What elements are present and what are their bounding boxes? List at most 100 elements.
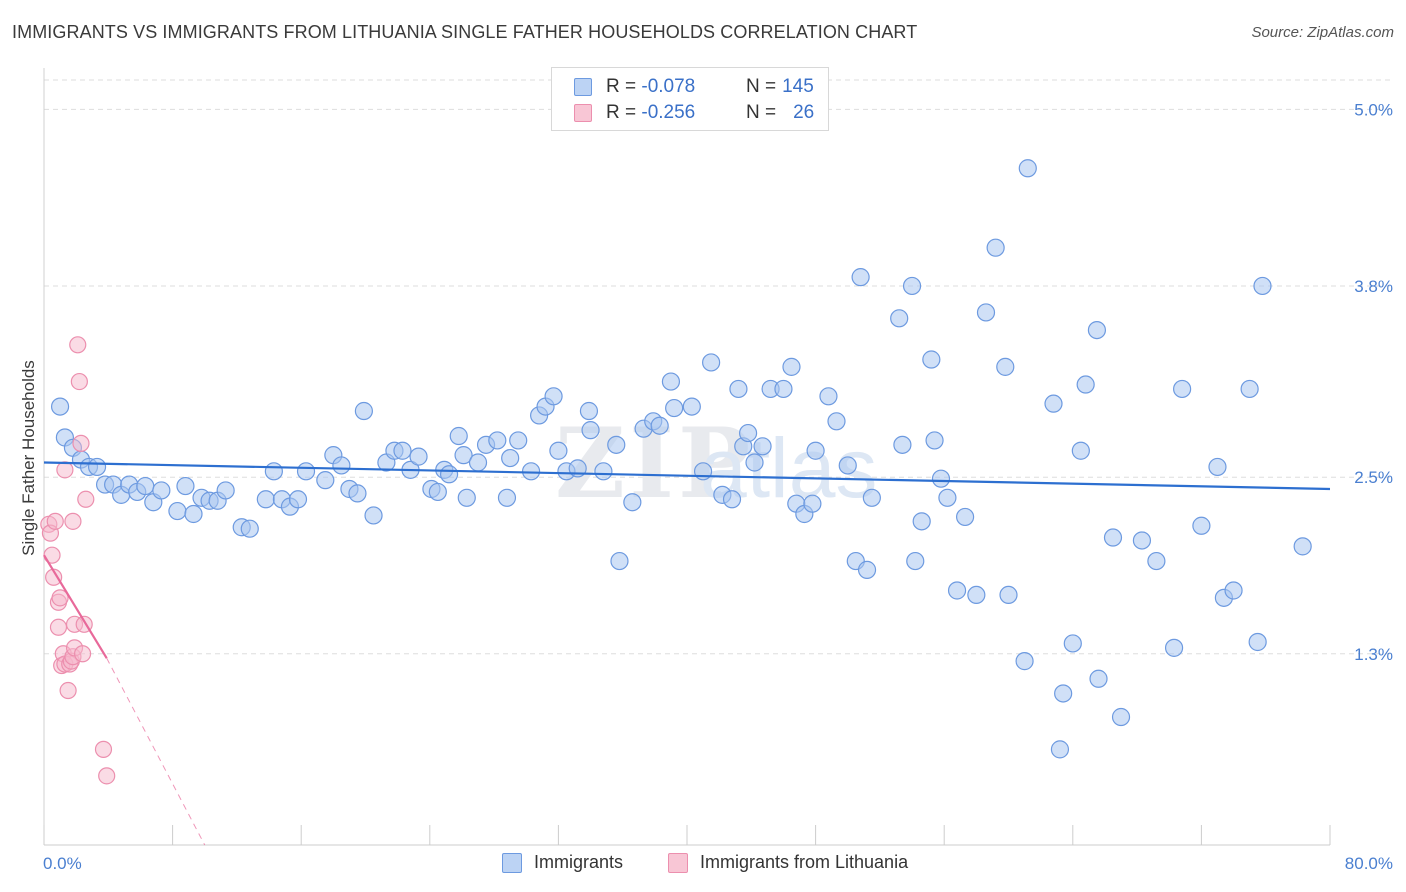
legend-row-lithuania: R = -0.256 N = 26 (574, 101, 814, 125)
legend-n-value: 145 (782, 76, 814, 97)
bottom-legend-label: Immigrants from Lithuania (700, 852, 909, 872)
data-point-immigrants (729, 379, 748, 399)
data-point-immigrants (168, 501, 187, 521)
data-point-immigrants (1248, 632, 1267, 652)
data-point-immigrants (902, 276, 922, 296)
data-point-immigrants (256, 490, 275, 509)
data-point-immigrants (136, 476, 155, 496)
data-point-immigrants (851, 268, 870, 287)
data-point-immigrants (1050, 740, 1070, 759)
y-tick-label: 2.5% (1354, 468, 1393, 487)
legend-swatch-blue (574, 78, 592, 96)
data-point-lithuania (49, 618, 68, 636)
legend-r-value: -0.078 (641, 76, 696, 97)
data-point-immigrants (774, 379, 793, 399)
legend-r-value: -0.256 (641, 102, 696, 123)
bottom-legend-immigrants: Immigrants (502, 852, 623, 873)
data-point-immigrants (393, 441, 412, 460)
data-point-immigrants (782, 357, 801, 376)
series-lithuania (40, 336, 116, 785)
data-point-immigrants (682, 397, 701, 416)
data-point-lithuania (77, 490, 95, 508)
data-point-immigrants (661, 372, 681, 391)
data-point-immigrants (650, 416, 669, 435)
data-point-immigrants (87, 457, 107, 477)
data-point-immigrants (449, 426, 468, 446)
data-point-immigrants (1173, 379, 1192, 399)
data-point-immigrants (925, 431, 944, 450)
y-axis-label: Single Father Households (19, 360, 38, 556)
data-point-immigrants (1015, 652, 1034, 671)
data-point-lithuania (51, 589, 69, 607)
data-point-immigrants (1103, 528, 1123, 547)
data-point-immigrants (986, 238, 1005, 257)
data-point-immigrants (1208, 457, 1227, 477)
data-point-immigrants (454, 446, 473, 465)
data-point-lithuania (64, 512, 82, 530)
data-point-immigrants (488, 431, 507, 450)
x-tick-label: 0.0% (43, 854, 82, 873)
data-point-immigrants (922, 350, 941, 369)
data-point-immigrants (1076, 375, 1095, 394)
data-point-immigrants (702, 353, 721, 372)
data-point-immigrants (176, 476, 195, 496)
trend-extension-lithuania (106, 657, 206, 846)
y-tick-label: 5.0% (1354, 100, 1393, 119)
legend-r-label: R = (606, 102, 642, 123)
data-point-immigrants (1192, 516, 1211, 535)
legend-n-value: 26 (793, 102, 815, 123)
legend-n-label: N = (746, 102, 777, 123)
data-point-immigrants (264, 462, 283, 481)
y-tick-label: 3.8% (1354, 277, 1393, 296)
x-tick-label: 80.0% (1345, 854, 1393, 873)
data-point-immigrants (50, 397, 70, 416)
bottom-legend-label: Immigrants (534, 852, 624, 872)
trend-line-immigrants (43, 461, 1331, 491)
data-point-immigrants (594, 462, 613, 481)
data-point-immigrants (893, 435, 912, 454)
data-point-immigrants (610, 551, 629, 571)
data-point-immigrants (967, 585, 986, 605)
data-point-immigrants (549, 441, 568, 460)
data-point-immigrants (665, 398, 684, 418)
data-point-immigrants (1224, 581, 1243, 600)
data-point-immigrants (579, 401, 599, 421)
data-point-immigrants (1293, 537, 1312, 556)
data-point-immigrants (364, 506, 383, 525)
y-tick-label: 1.3% (1354, 645, 1393, 664)
data-point-immigrants (497, 488, 517, 507)
data-point-immigrants (216, 481, 235, 500)
data-point-immigrants (938, 488, 957, 507)
data-point-immigrants (827, 412, 846, 431)
bottom-legend-lithuania: Immigrants from Lithuania (668, 852, 908, 873)
data-point-immigrants (912, 512, 931, 531)
data-point-lithuania (69, 336, 87, 354)
data-point-immigrants (996, 357, 1015, 376)
data-point-immigrants (296, 462, 316, 481)
bottom-swatch-pink (668, 852, 688, 873)
legend-r-label: R = (606, 76, 642, 97)
data-point-immigrants (501, 448, 520, 468)
data-point-immigrants (288, 490, 308, 509)
data-point-immigrants (1054, 684, 1073, 703)
tick-labels: 1.3% 2.5% 3.8% 5.0% 0.0% 80.0% (43, 100, 1393, 873)
data-point-immigrants (819, 387, 838, 406)
series-immigrants (50, 159, 1312, 759)
trend-lines (43, 461, 1331, 846)
data-point-immigrants (955, 507, 975, 527)
data-point-immigrants (457, 488, 476, 507)
data-point-lithuania (98, 767, 116, 785)
correlation-legend: R = -0.078 N = 145 R = -0.256 N = 26 (551, 67, 829, 131)
data-point-immigrants (745, 453, 764, 472)
data-point-immigrants (1071, 441, 1090, 460)
axes (43, 68, 1331, 846)
data-point-immigrants (738, 423, 758, 443)
data-point-lithuania (72, 434, 90, 452)
data-point-immigrants (722, 490, 742, 509)
data-point-immigrants (428, 482, 447, 502)
data-point-immigrants (1044, 394, 1063, 413)
data-point-lithuania (70, 372, 88, 391)
data-point-immigrants (806, 441, 825, 460)
data-point-immigrants (332, 456, 351, 475)
data-point-immigrants (890, 309, 909, 328)
